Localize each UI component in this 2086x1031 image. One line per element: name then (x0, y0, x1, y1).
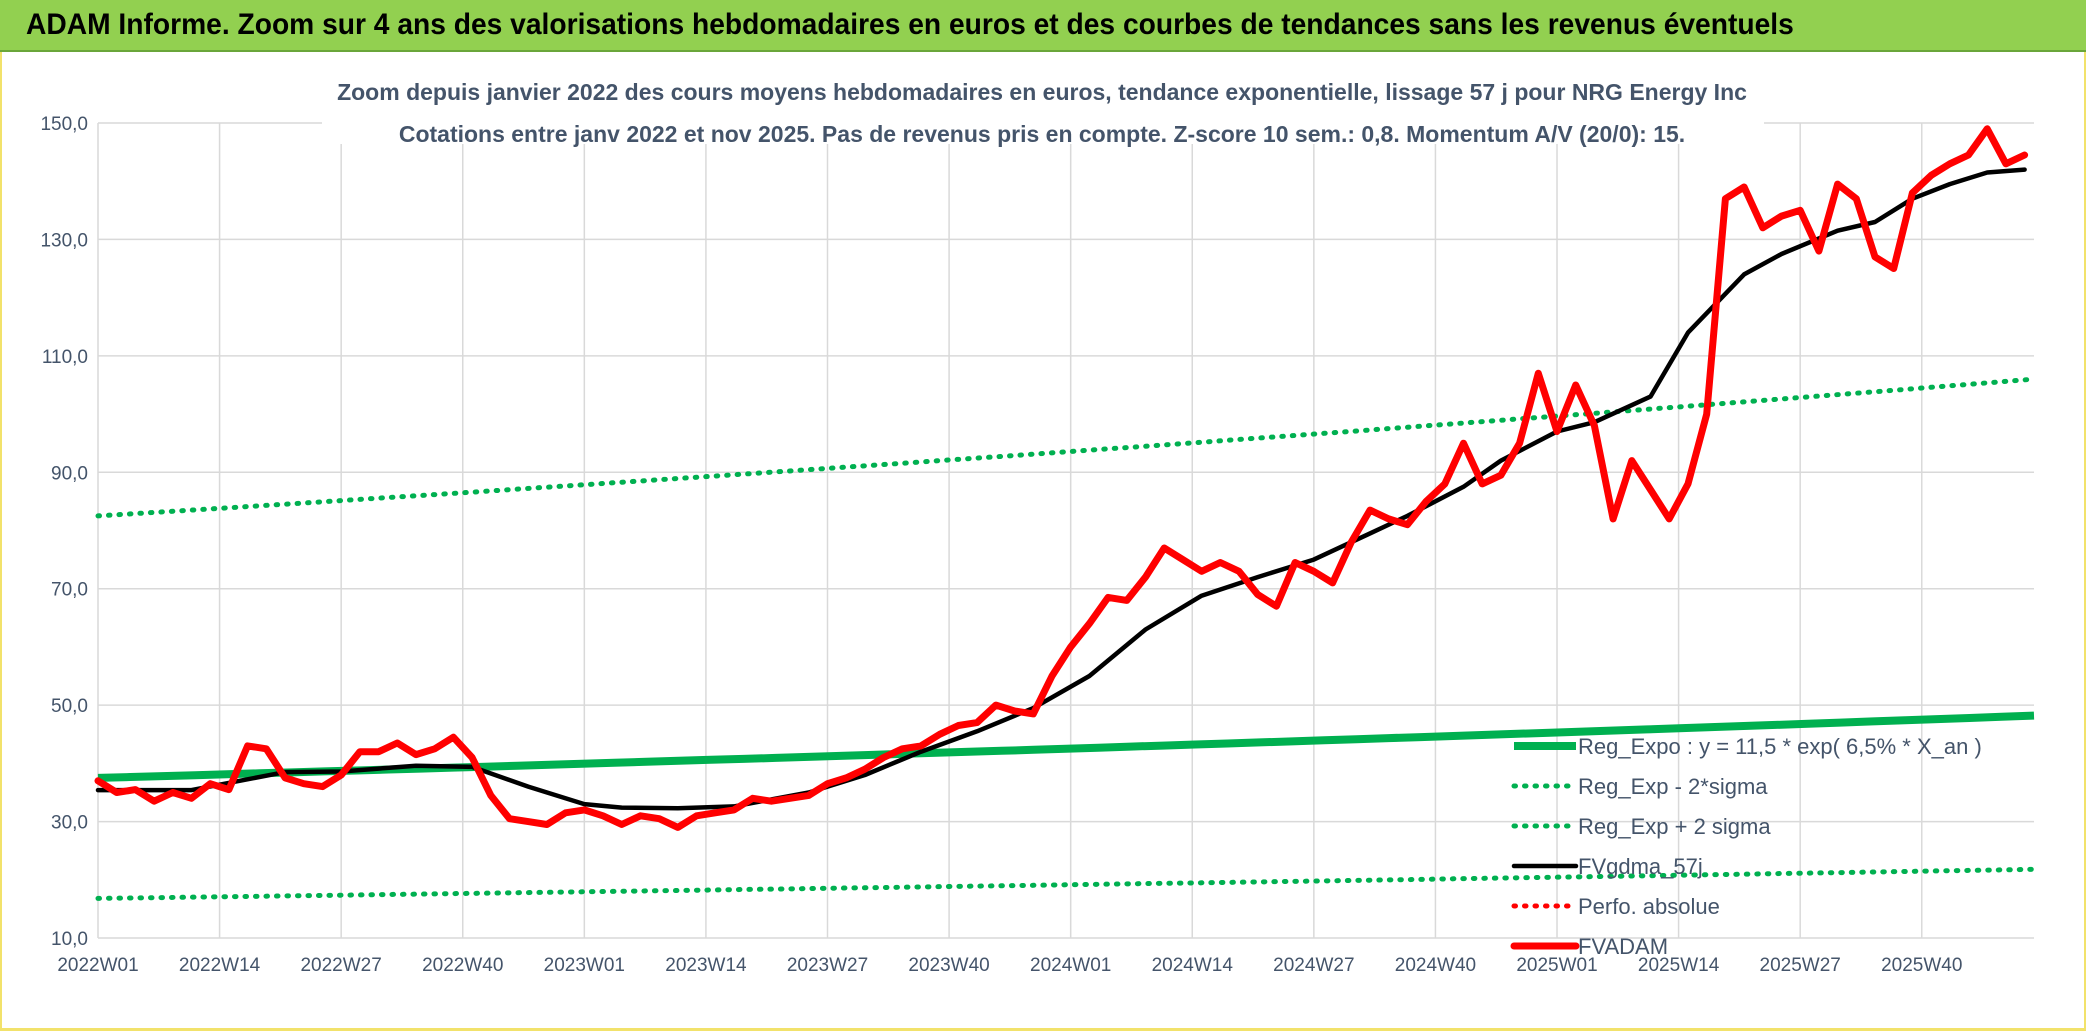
x-tick-label: 2023W27 (787, 955, 868, 976)
x-tick-label: 2023W14 (665, 955, 747, 976)
y-tick-label: 30,0 (51, 813, 88, 834)
x-tick-label: 2024W27 (1273, 955, 1354, 976)
y-tick-label: 10,0 (51, 929, 88, 950)
legend-label: Reg_Expo : y = 11,5 * exp( 6,5% * X_an ) (1578, 734, 1982, 759)
y-tick-label: 70,0 (51, 580, 88, 601)
legend: Reg_Expo : y = 11,5 * exp( 6,5% * X_an )… (1510, 734, 1982, 959)
series-line-reg-expo-y-11-5-exp-6-5-x-an (97, 711, 2035, 782)
chart-title: Zoom depuis janvier 2022 des cours moyen… (337, 79, 1747, 105)
chart: 150,0 130,0 110,0 90,0 70,0 50,0 30,0 10,0 2022… (40, 62, 2037, 976)
header-title: ADAM Informe. Zoom sur 4 ans des valoris… (26, 8, 1794, 41)
x-tick-label: 2025W40 (1881, 955, 1962, 976)
series-layer (94, 125, 2037, 901)
x-axis: 2022W01 2022W14 2022W27 2022W40 2023W01 2023W… (57, 955, 1962, 976)
title-background (322, 62, 1764, 144)
y-tick-label: 90,0 (51, 463, 88, 484)
legend-label: FVgdma_57j (1578, 854, 1703, 879)
legend-label: Perfo. absolue (1578, 894, 1720, 919)
x-tick-label: 2022W14 (179, 955, 261, 976)
series-line-fvgdma-57j (95, 167, 2027, 811)
legend-label: FVADAM (1578, 934, 1668, 959)
x-tick-label: 2024W01 (1030, 955, 1111, 976)
x-tick-label: 2022W27 (300, 955, 381, 976)
grid (97, 122, 2034, 939)
chart-subtitle: Cotations entre janv 2022 et nov 2025. P… (399, 121, 1685, 147)
x-tick-label: 2024W40 (1395, 955, 1476, 976)
x-tick-label: 2025W01 (1516, 955, 1597, 976)
x-tick-label: 2025W27 (1760, 955, 1841, 976)
y-axis: 150,0 130,0 110,0 90,0 70,0 50,0 30,0 10,0 (40, 114, 88, 950)
x-tick-label: 2023W01 (544, 955, 625, 976)
legend-label: Reg_Exp + 2 sigma (1578, 814, 1771, 839)
series-line-fvadam (94, 125, 2029, 831)
x-tick-label: 2022W40 (422, 955, 503, 976)
header-banner: ADAM Informe. Zoom sur 4 ans des valoris… (0, 0, 2086, 52)
series-line-reg-exp-2-sigma (95, 866, 2037, 901)
x-tick-label: 2022W01 (57, 955, 138, 976)
legend-label: Reg_Exp - 2*sigma (1578, 774, 1768, 799)
y-tick-label: 130,0 (40, 230, 88, 251)
x-tick-label: 2023W40 (908, 955, 989, 976)
chart-frame: 150,0 130,0 110,0 90,0 70,0 50,0 30,0 10,0 2022… (0, 52, 2086, 1031)
x-tick-label: 2024W14 (1152, 955, 1234, 976)
y-tick-label: 50,0 (51, 696, 88, 717)
series-line-reg-exp-2-sigma (95, 376, 2037, 519)
x-tick-label: 2025W14 (1638, 955, 1720, 976)
y-tick-label: 110,0 (42, 347, 88, 368)
y-tick-label: 150,0 (40, 114, 88, 135)
